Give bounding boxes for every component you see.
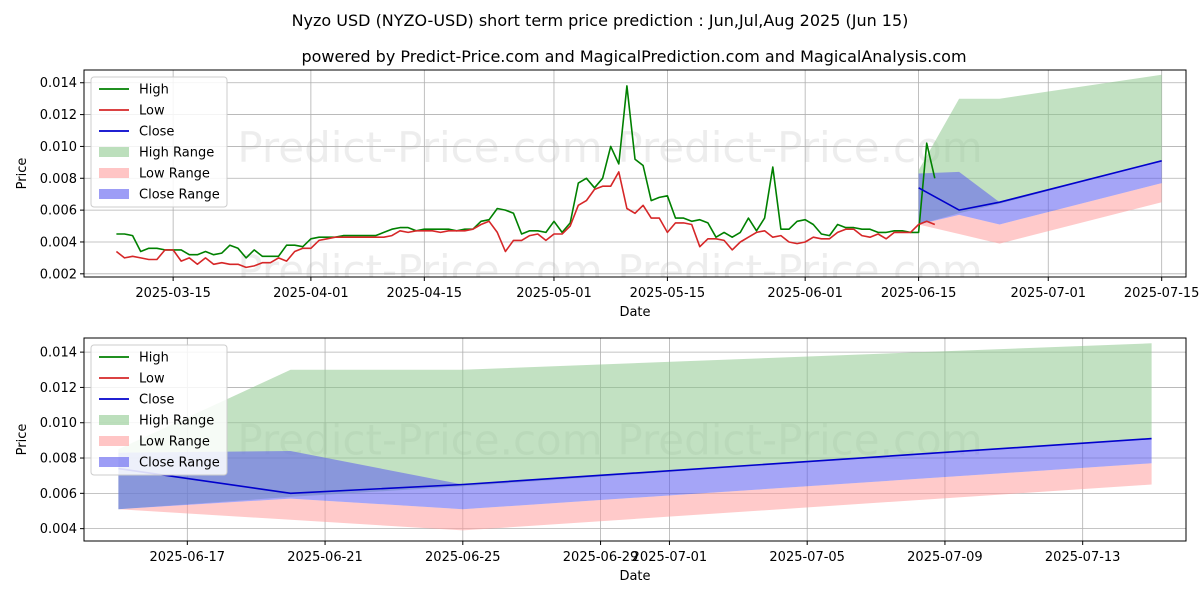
x-tick-label: 2025-07-05 (769, 550, 845, 565)
legend-item-low-label: Low (139, 104, 165, 119)
watermark-text: Predict-Price.com (237, 246, 602, 295)
x-tick-label: 2025-06-21 (287, 550, 363, 565)
y-axis-label: Price (15, 424, 30, 456)
chart-panel-history: Predict-Price.com Predict-Price.com Predic… (15, 69, 1200, 320)
legend-item-high-range-swatch (99, 415, 129, 425)
x-tick-label: 2025-07-15 (1124, 286, 1200, 301)
legend-item-low-range-label: Low Range (139, 167, 210, 182)
y-tick-label: 0.004 (40, 235, 77, 250)
x-tick-label: 2025-06-25 (425, 550, 501, 565)
x-tick-label: 2025-05-01 (516, 286, 592, 301)
legend-item-high-range-label: High Range (139, 414, 214, 429)
x-tick-label: 2025-07-13 (1045, 550, 1121, 565)
close-series-line (918, 160, 1162, 211)
y-tick-label: 0.008 (40, 172, 77, 187)
legend-item-low-label: Low (139, 372, 165, 387)
x-tick-label: 2025-05-15 (630, 286, 706, 301)
x-tick-label: 2025-06-17 (150, 550, 226, 565)
close-series-line (118, 437, 1152, 495)
y-tick-label: 0.014 (40, 346, 77, 361)
y-tick-label: 0.006 (40, 487, 77, 502)
x-axis-label: Date (619, 305, 650, 320)
x-tick-label: 2025-03-15 (135, 286, 211, 301)
legend-item-close-range-swatch (99, 457, 129, 467)
x-axis-label: Date (619, 569, 650, 584)
x-tick-label: 2025-06-29 (563, 550, 639, 565)
y-tick-label: 0.010 (40, 140, 77, 155)
y-tick-label: 0.010 (40, 416, 77, 431)
x-tick-label: 2025-07-09 (907, 550, 983, 565)
x-tick-label: 2025-04-15 (387, 286, 463, 301)
chart-panel-forecast: Predict-Price.comPredict-Price.com0.0040… (15, 337, 1187, 584)
x-tick-label: 2025-06-15 (881, 286, 957, 301)
y-tick-label: 0.004 (40, 522, 77, 537)
axes-frame (83, 69, 1187, 278)
y-tick-label: 0.012 (40, 381, 77, 396)
x-tick-label: 2025-06-01 (767, 286, 843, 301)
x-tick-label: 2025-07-01 (632, 550, 708, 565)
plot-area (118, 343, 1152, 531)
watermark-text: Predict-Price.com (617, 123, 982, 172)
x-tick-label: 2025-04-01 (273, 286, 349, 301)
low-range-band (918, 183, 1162, 244)
legend: High Low Close High Range Low Range Close Ran… (90, 344, 228, 476)
legend-item-high-range-swatch (99, 147, 129, 157)
y-tick-label: 0.002 (40, 267, 77, 282)
low-series-line (115, 171, 936, 269)
watermark-text: Predict-Price.com (237, 123, 602, 172)
low-range-band (118, 463, 1152, 531)
legend-item-close-range-label: Close Range (139, 188, 220, 203)
y-axis-label: Price (15, 158, 30, 190)
y-tick-label: 0.012 (40, 108, 77, 123)
watermark-group: Predict-Price.com Predict-Price.com Predic… (237, 123, 982, 295)
plot-area (115, 74, 1162, 269)
y-tick-label: 0.008 (40, 452, 77, 467)
chart-title: Nyzo USD (NYZO-USD) short term price pre… (292, 11, 909, 30)
legend-item-low-range-swatch (99, 436, 129, 446)
legend-item-high-label: High (139, 83, 169, 98)
legend-item-close-range-label: Close Range (139, 456, 220, 471)
chart-subtitle: powered by Predict-Price.com and Magical… (301, 47, 966, 66)
legend-item-low-range-swatch (99, 168, 129, 178)
x-tick-label: 2025-07-01 (1010, 286, 1086, 301)
watermark-text: Predict-Price.com (617, 246, 982, 295)
y-tick-label: 0.006 (40, 204, 77, 219)
legend-item-high-label: High (139, 351, 169, 366)
high-series-line (116, 85, 936, 259)
legend-item-close-range-swatch (99, 189, 129, 199)
high-range-band (118, 343, 1152, 510)
legend-item-high-range-label: High Range (139, 146, 214, 161)
legend-item-close-label: Close (139, 125, 174, 140)
legend: High Low Close High Range Low Range Close Ran… (90, 76, 228, 208)
legend-item-close-label: Close (139, 393, 174, 408)
legend-item-low-range-label: Low Range (139, 435, 210, 450)
y-tick-label: 0.014 (40, 76, 77, 91)
axes-frame (83, 337, 1187, 542)
